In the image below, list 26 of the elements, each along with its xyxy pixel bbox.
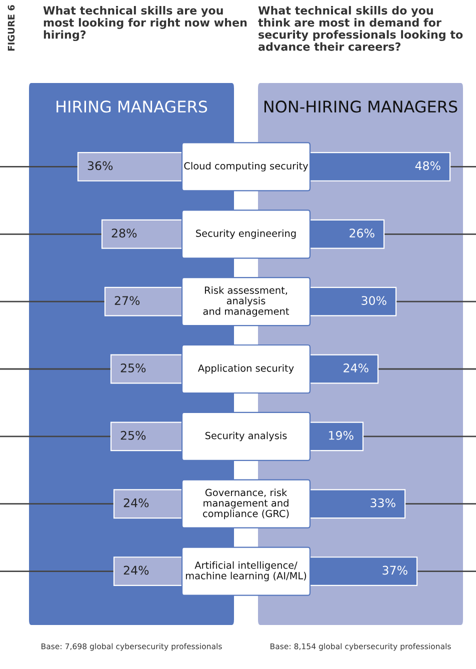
data-label: 25% xyxy=(120,430,146,440)
y-tick-label: Security engineering xyxy=(196,229,296,239)
data-label: 26% xyxy=(350,228,374,238)
y-tick-label: Application security xyxy=(198,364,294,374)
y-tick-label: Security analysis xyxy=(205,432,287,442)
data-label: 36% xyxy=(88,161,113,170)
y-tick-label: Artificial intelligence/ machine learning (AI/ML) xyxy=(186,561,306,582)
data-label: 25% xyxy=(120,363,146,372)
y-tick-label: Governance, risk management and compliance (GRC) xyxy=(203,488,289,520)
chart-title: What technical skills are you most looking for right now when hiring? xyxy=(43,6,247,42)
data-label: 37% xyxy=(382,566,408,575)
chart-title: What technical skills do you think are most in demand for security professionals looking to advance their careers? xyxy=(258,6,463,51)
y-tick-label: Cloud computing security xyxy=(184,162,308,172)
data-label: 28% xyxy=(112,228,137,238)
data-label: 24% xyxy=(124,498,149,508)
chart-subtitle: HIRING MANAGERS xyxy=(56,100,208,113)
caption: FIGURE 6 xyxy=(8,5,15,51)
data-label: 27% xyxy=(114,296,140,305)
data-label: 24% xyxy=(344,363,368,372)
data-label: 24% xyxy=(124,566,149,575)
data-label: 48% xyxy=(415,161,440,170)
data-label: 19% xyxy=(329,430,354,440)
chart-subtitle: NON-HIRING MANAGERS xyxy=(264,100,458,113)
data-label: 30% xyxy=(362,296,386,305)
data-label: 33% xyxy=(370,498,396,508)
y-tick-label: Risk assessment, analysis and management xyxy=(203,286,290,317)
